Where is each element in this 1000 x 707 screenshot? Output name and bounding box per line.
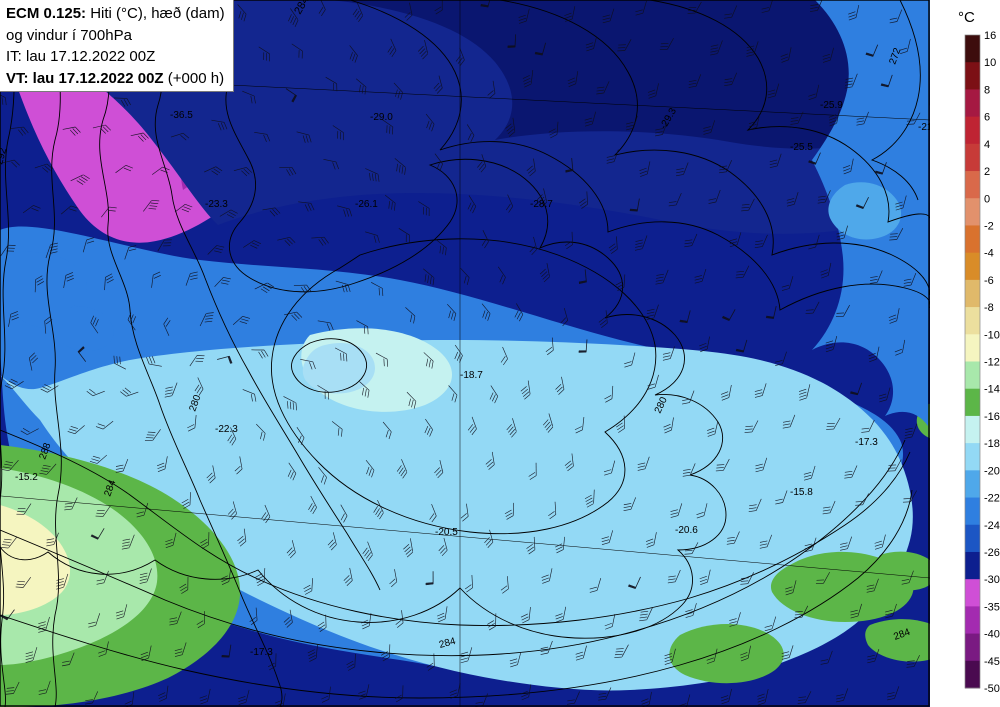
svg-text:-35: -35 <box>984 601 1000 613</box>
svg-text:-2: -2 <box>984 220 994 232</box>
svg-text:-20.6: -20.6 <box>675 525 698 536</box>
svg-text:-4: -4 <box>984 248 994 260</box>
svg-text:-8: -8 <box>984 302 994 314</box>
svg-text:-40: -40 <box>984 629 1000 641</box>
svg-text:-20: -20 <box>984 465 1000 477</box>
svg-text:-10: -10 <box>984 329 1000 341</box>
svg-text:-26: -26 <box>984 547 1000 559</box>
svg-text:-23.3: -23.3 <box>205 199 228 210</box>
svg-text:0: 0 <box>984 193 990 205</box>
svg-text:-25.9: -25.9 <box>820 100 843 111</box>
svg-text:-15.8: -15.8 <box>790 487 813 498</box>
svg-text:-29.0: -29.0 <box>370 112 393 123</box>
svg-text:2: 2 <box>984 166 990 178</box>
svg-text:-12: -12 <box>984 357 1000 369</box>
svg-text:-17.3: -17.3 <box>855 437 878 448</box>
svg-text:-18: -18 <box>984 438 1000 450</box>
svg-text:-36.5: -36.5 <box>170 110 193 121</box>
svg-text:-24: -24 <box>984 520 1000 532</box>
svg-text:10: 10 <box>984 57 996 69</box>
svg-text:-28.7: -28.7 <box>530 199 553 210</box>
svg-text:-25.5: -25.5 <box>790 142 813 153</box>
svg-text:-22.3: -22.3 <box>215 424 238 435</box>
svg-text:-17.3: -17.3 <box>250 647 273 658</box>
svg-text:-30: -30 <box>984 574 1000 586</box>
svg-text:-45: -45 <box>984 656 1000 668</box>
svg-text:8: 8 <box>984 84 990 96</box>
svg-text:-14: -14 <box>984 384 1000 396</box>
svg-text:16: 16 <box>984 30 996 42</box>
svg-text:-16: -16 <box>984 411 1000 423</box>
svg-text:-6: -6 <box>984 275 994 287</box>
svg-text:-15.2: -15.2 <box>15 472 38 483</box>
svg-text:-18.7: -18.7 <box>460 370 483 381</box>
svg-text:4: 4 <box>984 139 990 151</box>
svg-text:6: 6 <box>984 112 990 124</box>
svg-text:°C: °C <box>958 9 975 26</box>
svg-text:-20.5: -20.5 <box>435 527 458 538</box>
svg-text:-50: -50 <box>984 683 1000 695</box>
svg-text:-22: -22 <box>984 493 1000 505</box>
svg-text:-26.1: -26.1 <box>355 199 378 210</box>
